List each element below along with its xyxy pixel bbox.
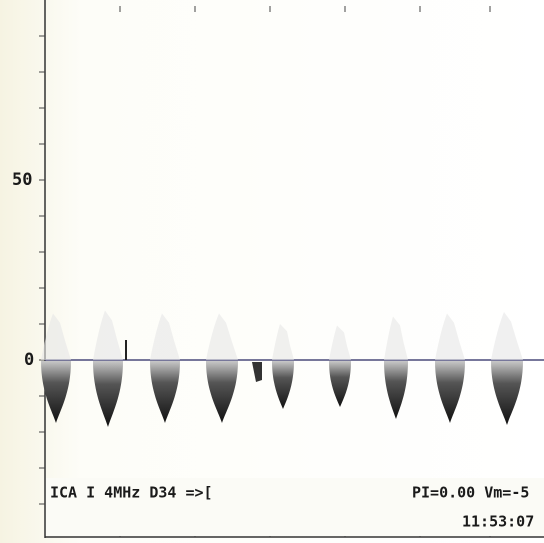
ghost-lobe	[435, 313, 465, 360]
flow-lobe	[491, 361, 523, 425]
indices: PI=0.00 Vm=-5	[412, 484, 529, 502]
ghost-lobe	[206, 313, 238, 360]
y-label-50: 50	[12, 170, 32, 190]
flow-lobe	[93, 361, 123, 427]
waveform	[41, 310, 523, 427]
status-area	[46, 478, 544, 536]
artifact	[252, 362, 262, 382]
flow-lobe	[384, 361, 408, 419]
ghost-lobe	[272, 324, 294, 360]
y-label-0: 0	[24, 350, 34, 370]
flow-lobe	[150, 361, 180, 423]
ghost-lobe	[329, 325, 351, 360]
flow-lobe	[329, 361, 351, 407]
flow-lobe	[435, 361, 465, 423]
flow-lobe	[206, 361, 238, 423]
probe-info: ICA I 4MHz D34 =>[	[50, 484, 213, 502]
flow-lobe	[41, 361, 71, 423]
ghost-lobe	[93, 310, 123, 360]
ghost-lobe	[491, 312, 523, 360]
ghost-lobe	[384, 316, 408, 360]
ghost-lobe	[41, 313, 71, 360]
clock: 11:53:07	[462, 513, 534, 531]
ghost-lobe	[150, 313, 180, 360]
flow-lobe	[272, 361, 294, 409]
